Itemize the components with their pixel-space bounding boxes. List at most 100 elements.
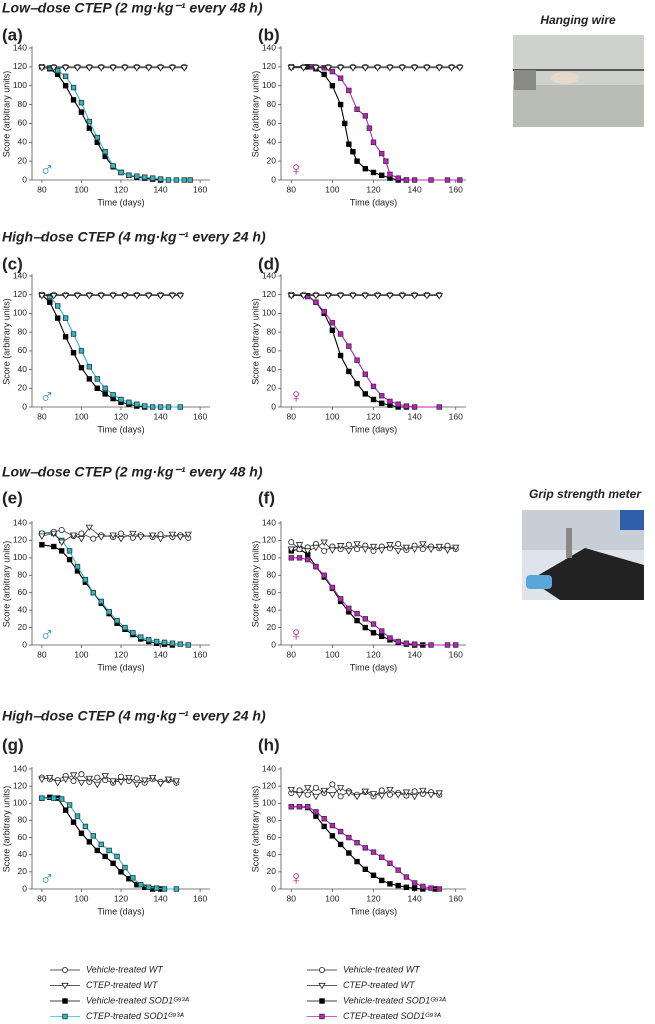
x-tick-label: 100 xyxy=(325,411,339,421)
panel-label: (h) xyxy=(258,735,280,754)
marker xyxy=(346,87,352,94)
marker xyxy=(125,774,133,782)
marker xyxy=(329,327,336,333)
marker xyxy=(70,819,77,825)
legend-label: CTEP-treated SOD1ᴳ⁹³ᴬ xyxy=(86,1011,184,1021)
x-tick-label: 100 xyxy=(325,893,339,903)
y-tick-label: 80 xyxy=(267,99,277,109)
marker xyxy=(394,548,402,555)
y-tick-label: 100 xyxy=(262,80,276,90)
marker xyxy=(387,398,393,405)
marker xyxy=(117,779,125,786)
marker xyxy=(90,590,97,596)
marker xyxy=(66,556,73,563)
marker xyxy=(168,531,177,539)
marker xyxy=(312,65,320,72)
marker xyxy=(118,530,125,537)
legend-marker xyxy=(62,967,69,974)
marker xyxy=(39,795,45,801)
marker xyxy=(354,106,360,112)
marker xyxy=(70,331,77,337)
x-tick-label: 80 xyxy=(37,893,47,903)
marker xyxy=(98,598,104,605)
marker xyxy=(70,84,77,91)
y-tick-label: 20 xyxy=(267,866,277,876)
marker xyxy=(134,173,140,179)
marker xyxy=(402,789,411,796)
marker xyxy=(129,530,137,538)
x-tick-label: 120 xyxy=(366,184,380,194)
marker xyxy=(149,175,156,181)
marker xyxy=(337,841,344,848)
marker xyxy=(287,546,295,553)
marker xyxy=(304,548,312,555)
series-line xyxy=(291,66,407,181)
marker xyxy=(387,881,393,887)
x-tick-label: 140 xyxy=(153,893,167,903)
panel-label: (d) xyxy=(258,254,280,273)
series-line xyxy=(41,526,189,543)
y-tick-label: 120 xyxy=(13,535,27,545)
marker xyxy=(312,793,320,801)
marker xyxy=(156,65,165,72)
sex-symbol: ♀ xyxy=(289,385,304,407)
marker xyxy=(94,774,101,781)
legend-marker xyxy=(62,998,68,1004)
marker xyxy=(428,885,434,891)
legend-label: CTEP-treated SOD1ᴳ⁹³ᴬ xyxy=(343,1011,441,1021)
marker xyxy=(177,404,184,410)
y-tick-label: 80 xyxy=(18,326,28,336)
y-tick-label: 20 xyxy=(18,866,28,876)
marker xyxy=(328,547,337,554)
marker xyxy=(181,177,187,183)
marker xyxy=(114,853,120,860)
marker xyxy=(78,530,85,537)
marker xyxy=(38,533,46,540)
marker xyxy=(106,609,112,615)
marker xyxy=(379,400,385,406)
marker xyxy=(62,807,69,813)
y-axis-label: Score (arbitrary units) xyxy=(1,786,11,873)
marker xyxy=(58,796,65,802)
panel-label: (e) xyxy=(2,488,23,507)
series-line xyxy=(41,774,177,785)
chart: (a) 0 20 40 60 80 100 120 140 80 100 120 140 160 Time … xyxy=(1,25,210,207)
marker xyxy=(38,776,46,784)
panel-label: (f) xyxy=(258,488,275,507)
marker xyxy=(321,308,327,315)
marker xyxy=(70,97,77,103)
series-line xyxy=(41,66,161,181)
marker xyxy=(444,177,451,183)
marker xyxy=(149,404,156,410)
marker xyxy=(299,293,308,300)
marker xyxy=(378,792,386,800)
marker xyxy=(161,639,168,646)
x-tick-label: 160 xyxy=(449,649,463,659)
marker xyxy=(436,404,442,410)
chart: (d) 0 20 40 60 80 100 120 140 80 100 120 140 160 Time … xyxy=(250,254,466,434)
y-tick-label: 60 xyxy=(18,118,28,128)
y-tick-label: 80 xyxy=(18,99,28,109)
marker xyxy=(86,364,93,370)
legend-marker xyxy=(318,982,326,990)
marker xyxy=(336,785,345,792)
y-tick-label: 60 xyxy=(18,345,28,355)
marker xyxy=(173,886,180,892)
marker xyxy=(370,849,377,855)
marker xyxy=(387,860,393,866)
x-tick-label: 100 xyxy=(325,184,339,194)
marker xyxy=(157,176,164,182)
marker xyxy=(411,177,418,183)
marker xyxy=(69,532,78,540)
marker xyxy=(156,536,165,543)
marker xyxy=(337,331,344,337)
marker xyxy=(153,885,160,891)
marker xyxy=(133,775,140,782)
marker xyxy=(85,524,94,532)
marker xyxy=(287,293,295,300)
y-tick-label: 80 xyxy=(267,815,277,825)
marker xyxy=(153,638,160,645)
marker xyxy=(410,293,419,300)
y-tick-label: 0 xyxy=(22,401,27,411)
marker xyxy=(329,320,336,326)
